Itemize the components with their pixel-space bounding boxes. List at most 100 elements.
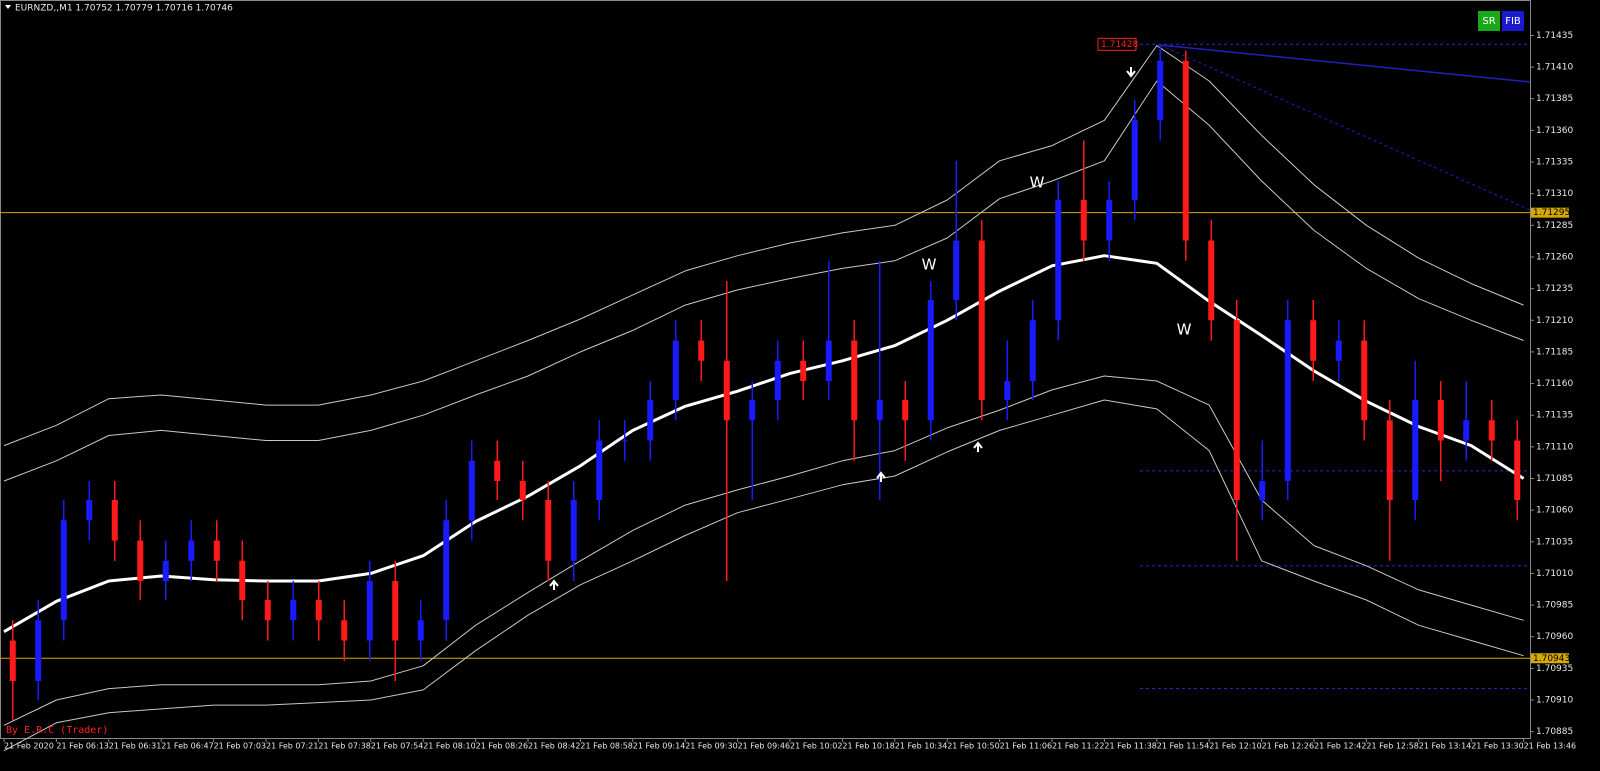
candle-body: [1080, 200, 1087, 241]
y-tick-label: 1.71260: [1536, 252, 1573, 262]
candle-body: [443, 520, 450, 621]
y-tick-label: 1.71185: [1536, 347, 1573, 357]
y-tick-label: 1.71010: [1536, 569, 1573, 579]
candle-body: [927, 300, 934, 421]
fib-button[interactable]: FIB: [1502, 11, 1524, 31]
candle-body: [239, 560, 246, 601]
x-tick-label: 21 Feb 07:38: [318, 742, 370, 751]
y-tick-label: 1.70960: [1536, 632, 1573, 642]
candle-body: [749, 400, 756, 421]
plot-frame: [0, 0, 1531, 739]
price-tag-label: 1.71428: [1101, 40, 1138, 50]
envelope-band: [3, 399, 1524, 752]
candle-body: [366, 581, 373, 641]
candle-body: [60, 520, 67, 621]
candle-body: [1106, 200, 1113, 241]
candle-body: [723, 360, 730, 421]
candle-body: [1437, 400, 1444, 441]
x-tick-label: 21 Feb 13:30: [1471, 742, 1523, 751]
candle-body: [902, 400, 909, 421]
candle-body: [647, 400, 654, 441]
candle-body: [1412, 400, 1419, 501]
candle-body: [1208, 240, 1215, 321]
candle-body: [188, 540, 195, 561]
x-tick-label: 21 Feb 12:26: [1262, 742, 1314, 751]
y-tick-label: 1.71360: [1536, 126, 1573, 136]
x-tick-label: 21 Feb 07:21: [266, 742, 318, 751]
candle-body: [392, 581, 399, 641]
x-tick-label: 21 Feb 09:14: [633, 742, 685, 751]
candle-body: [1157, 60, 1164, 121]
x-tick-label: 21 Feb 07:03: [214, 742, 266, 751]
x-tick-label: 21 Feb 10:18: [842, 742, 894, 751]
candle-body: [1259, 481, 1266, 501]
x-tick-label: 21 Feb 11:38: [1104, 742, 1156, 751]
candle-body: [1004, 381, 1011, 401]
buy-arrow: [549, 579, 559, 590]
x-tick-label: 21 Feb 09:30: [685, 742, 737, 751]
x-tick-label: 21 Feb 06:31: [109, 742, 161, 751]
y-tick-label: 1.71285: [1536, 221, 1573, 231]
y-tick-label: 1.71435: [1536, 31, 1573, 41]
candle-body: [264, 600, 271, 621]
button-label[interactable]: SR: [1482, 16, 1495, 27]
y-tick-label: 1.71135: [1536, 411, 1573, 421]
y-tick-label: 1.70910: [1536, 696, 1573, 706]
signal-annotation: W: [1030, 174, 1045, 192]
candle-body: [953, 240, 960, 301]
candle-body: [1514, 440, 1521, 501]
price-tag: [1097, 37, 1137, 51]
candle-body: [341, 620, 348, 641]
candle-body: [800, 360, 807, 382]
signal-annotation: W: [1177, 321, 1192, 339]
candle-body: [1335, 340, 1342, 361]
button-label[interactable]: FIB: [1505, 16, 1521, 27]
x-tick-label: 21 Feb 11:54: [1157, 742, 1209, 751]
y-tick-label: 1.71160: [1536, 379, 1573, 389]
candle-body: [1386, 420, 1393, 501]
y-tick-label: 1.71085: [1536, 474, 1573, 484]
symbol-title: EURNZD,,M1 1.70752 1.70779 1.70716 1.707…: [15, 4, 233, 14]
button-bg[interactable]: [1478, 11, 1500, 31]
x-tick-label: 21 Feb 08:42: [528, 742, 580, 751]
candle-body: [1361, 340, 1368, 421]
candle-body: [137, 540, 144, 582]
x-tick-label: 21 Feb 12:42: [1314, 742, 1366, 751]
candle-body: [519, 481, 526, 501]
candle-body: [111, 500, 118, 541]
candle-body: [1463, 420, 1470, 441]
candle-body: [851, 340, 858, 421]
y-tick-label: 1.71410: [1536, 63, 1573, 73]
trendline-dashed: [1159, 44, 1531, 211]
menu-triangle: [5, 5, 11, 9]
y-tick-label: 1.70985: [1536, 601, 1573, 611]
y-tick-label: 1.71335: [1536, 158, 1573, 168]
x-tick-label: 21 Feb 06:47: [161, 742, 213, 751]
x-tick-label: 21 Feb 13:14: [1419, 742, 1471, 751]
y-tick-label: 1.70935: [1536, 664, 1573, 674]
buy-arrow: [876, 471, 886, 482]
candle-body: [162, 560, 169, 582]
candle-body: [570, 500, 577, 561]
y-tick-label: 1.70885: [1536, 727, 1573, 737]
buy-arrow: [973, 441, 983, 452]
level-tag: [1531, 207, 1569, 218]
sr-button[interactable]: SR: [1478, 11, 1500, 31]
candle-body: [774, 360, 781, 401]
candle-body: [494, 460, 501, 482]
x-tick-label: 21 Feb 11:06: [1000, 742, 1052, 751]
candle-body: [1055, 200, 1062, 321]
candle-body: [1488, 420, 1495, 441]
candle-body: [672, 340, 679, 401]
x-tick-label: 21 Feb 08:26: [476, 742, 528, 751]
candle-body: [1233, 320, 1240, 501]
x-tick-label: 21 Feb 08:10: [423, 742, 475, 751]
x-tick-label: 21 Feb 12:10: [1209, 742, 1261, 751]
button-bg[interactable]: [1502, 11, 1524, 31]
candle-body: [1131, 120, 1138, 201]
x-tick-label: 21 Feb 08:58: [580, 742, 632, 751]
candle-body: [978, 240, 985, 401]
x-tick-label: 21 Feb 06:13: [56, 742, 108, 751]
x-tick-label: 21 Feb 12:58: [1366, 742, 1418, 751]
